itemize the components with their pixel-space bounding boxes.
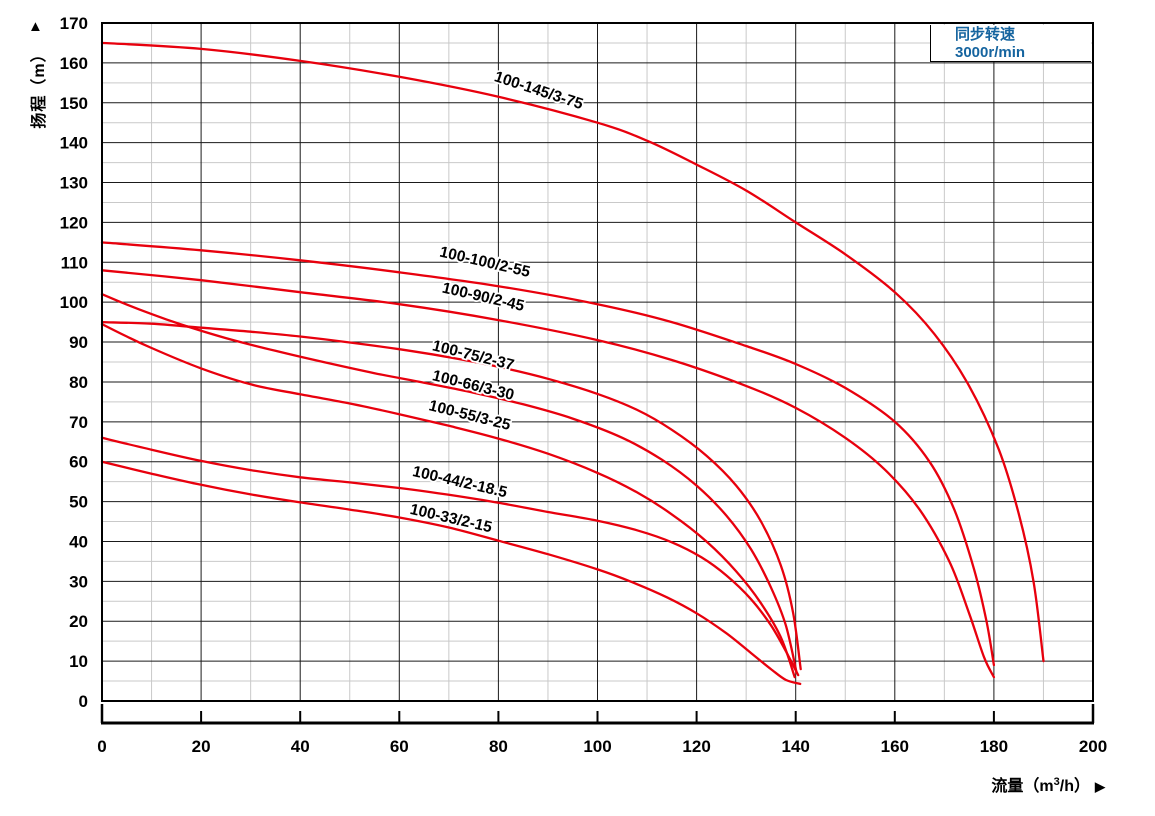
y-tick-label: 50 [69,493,88,512]
y-tick-label: 30 [69,572,88,591]
y-tick-label: 0 [79,692,88,711]
curve-path [100,322,796,679]
y-tick-label: 170 [60,14,88,33]
curve-path [100,320,802,671]
x-tick-label: 80 [489,737,508,756]
pump-curves [100,41,1045,686]
x-tick-label: 160 [881,737,909,756]
curve-label: 100-66/3-30 [431,367,516,404]
x-tick-label: 0 [97,737,106,756]
y-tick-label: 100 [60,293,88,312]
y-tick-label: 140 [60,134,88,153]
x-tick-label: 20 [192,737,211,756]
y-tick-label: 160 [60,54,88,73]
curve-label: 100-55/3-25 [427,397,513,434]
curve-path [100,460,802,686]
y-tick-label: 110 [61,253,88,272]
x-tick-label: 100 [583,737,611,756]
y-tick-label: 150 [60,94,88,113]
curve-path [100,293,798,675]
plot-border [101,22,1094,702]
curve-path [100,436,800,677]
x-tick-label: 180 [980,737,1008,756]
x-axis-title: 流量（m3/h） ▶ [991,772,1105,796]
x-axis-title-superscript: 3 [1053,776,1060,788]
legend-speed-value: 3000r/min [955,43,1026,61]
x-tick-label: 120 [682,737,710,756]
x-axis-title-text: 流量（m [991,778,1054,795]
y-tick-label: 80 [69,373,88,392]
legend-box: 同步转速 3000r/min [930,24,1091,62]
x-tick-label: 140 [782,737,810,756]
legend-speed-label: 同步转速 [955,25,1016,43]
x-tick-label: 60 [390,737,409,756]
y-tick-label: 40 [69,532,88,551]
y-tick-label: 60 [69,453,88,472]
x-scale-bar: 0 20 40 60 80 100 120 140 160 180 200 [97,704,1107,756]
x-tick-label: 40 [291,737,310,756]
y-tick-label: 130 [60,174,88,193]
y-tick-label: 20 [69,612,88,631]
y-axis-title: 扬程（m） [31,45,48,129]
x-tick-label: 200 [1079,737,1107,756]
y-tick-label: 10 [69,652,88,671]
y-tick-label: 120 [60,213,88,232]
grid [102,23,1093,701]
y-tick-labels: 0 10 20 30 40 50 60 70 80 90 100 110 120 130 140 150 160… [60,14,88,711]
x-axis-arrow-icon: ▶ [1095,779,1105,794]
curve-path [100,241,996,667]
x-axis-title-unit: /h） [1059,778,1090,795]
y-tick-label: 70 [69,413,88,432]
y-tick-label: 90 [69,333,88,352]
y-axis-arrow-icon: ▲ [28,18,43,35]
curve-label: 100-100/2-55 [438,244,532,281]
curve-path [100,269,996,679]
curve-path [100,41,1045,663]
curve-label: 100-33/2-15 [408,501,494,536]
